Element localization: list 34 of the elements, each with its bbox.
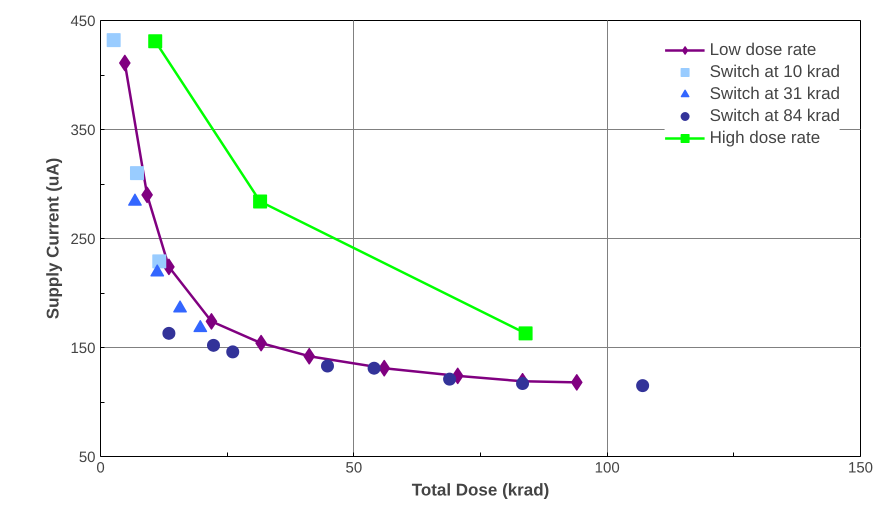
y-tick-label: 150 (70, 340, 96, 357)
point (162, 326, 176, 340)
point (226, 345, 240, 358)
y-tick-label: 50 (78, 449, 96, 466)
x-axis-title: Total Dose (krad) (412, 480, 550, 500)
point (206, 338, 220, 352)
y-tick-label: 250 (70, 231, 96, 248)
legend-label: High dose rate (710, 128, 820, 148)
point (106, 33, 121, 48)
legend-label: Low dose rate (710, 40, 816, 60)
point (320, 360, 334, 373)
y-tick-label: 350 (70, 122, 96, 139)
y-axis-title: Supply Current (uA) (43, 158, 62, 320)
x-tick-label: 50 (345, 460, 362, 476)
point (303, 348, 316, 365)
point (130, 166, 144, 180)
legend-label: Switch at 84 krad (710, 106, 840, 126)
x-tick-label: 100 (594, 460, 620, 476)
point (118, 54, 131, 72)
point (518, 326, 533, 340)
point (636, 379, 650, 392)
point (378, 360, 390, 377)
x-tick-label: 0 (96, 460, 105, 476)
x-tick-label: 150 (848, 460, 874, 476)
legend-label: Switch at 10 krad (710, 62, 840, 82)
point (152, 254, 166, 268)
point (570, 374, 583, 391)
point (148, 34, 162, 48)
point (516, 376, 530, 390)
point (253, 194, 268, 208)
point (368, 362, 381, 375)
y-tick-label: 450 (70, 13, 96, 30)
legend-label: Switch at 31 krad (710, 84, 840, 104)
point (443, 372, 456, 386)
